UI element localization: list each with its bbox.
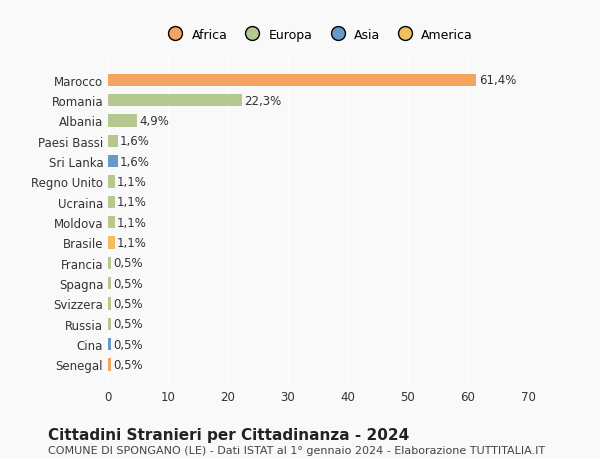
Text: 1,1%: 1,1%	[117, 216, 147, 229]
Text: 0,5%: 0,5%	[113, 257, 143, 270]
Text: 0,5%: 0,5%	[113, 277, 143, 290]
Text: 1,1%: 1,1%	[117, 175, 147, 189]
Bar	[108, 237, 115, 249]
Bar	[108, 277, 111, 290]
Bar	[108, 95, 242, 107]
Text: 0,5%: 0,5%	[113, 338, 143, 351]
Text: 1,1%: 1,1%	[117, 196, 147, 209]
Bar	[108, 358, 111, 371]
Bar	[108, 176, 115, 188]
Text: 1,6%: 1,6%	[120, 135, 150, 148]
Text: 0,5%: 0,5%	[113, 297, 143, 310]
Text: 1,6%: 1,6%	[120, 155, 150, 168]
Bar	[108, 318, 111, 330]
Bar	[108, 338, 111, 351]
Text: 1,1%: 1,1%	[117, 236, 147, 249]
Bar	[108, 74, 476, 87]
Legend: Africa, Europa, Asia, America: Africa, Europa, Asia, America	[158, 23, 478, 46]
Bar	[108, 196, 115, 208]
Text: 0,5%: 0,5%	[113, 318, 143, 330]
Bar	[108, 298, 111, 310]
Bar	[108, 135, 118, 147]
Bar	[108, 115, 137, 127]
Text: 61,4%: 61,4%	[479, 74, 516, 87]
Bar	[108, 217, 115, 229]
Bar	[108, 257, 111, 269]
Text: 0,5%: 0,5%	[113, 358, 143, 371]
Text: COMUNE DI SPONGANO (LE) - Dati ISTAT al 1° gennaio 2024 - Elaborazione TUTTITALI: COMUNE DI SPONGANO (LE) - Dati ISTAT al …	[48, 445, 545, 455]
Text: 22,3%: 22,3%	[244, 95, 281, 107]
Bar	[108, 156, 118, 168]
Text: Cittadini Stranieri per Cittadinanza - 2024: Cittadini Stranieri per Cittadinanza - 2…	[48, 427, 409, 442]
Text: 4,9%: 4,9%	[140, 115, 170, 128]
